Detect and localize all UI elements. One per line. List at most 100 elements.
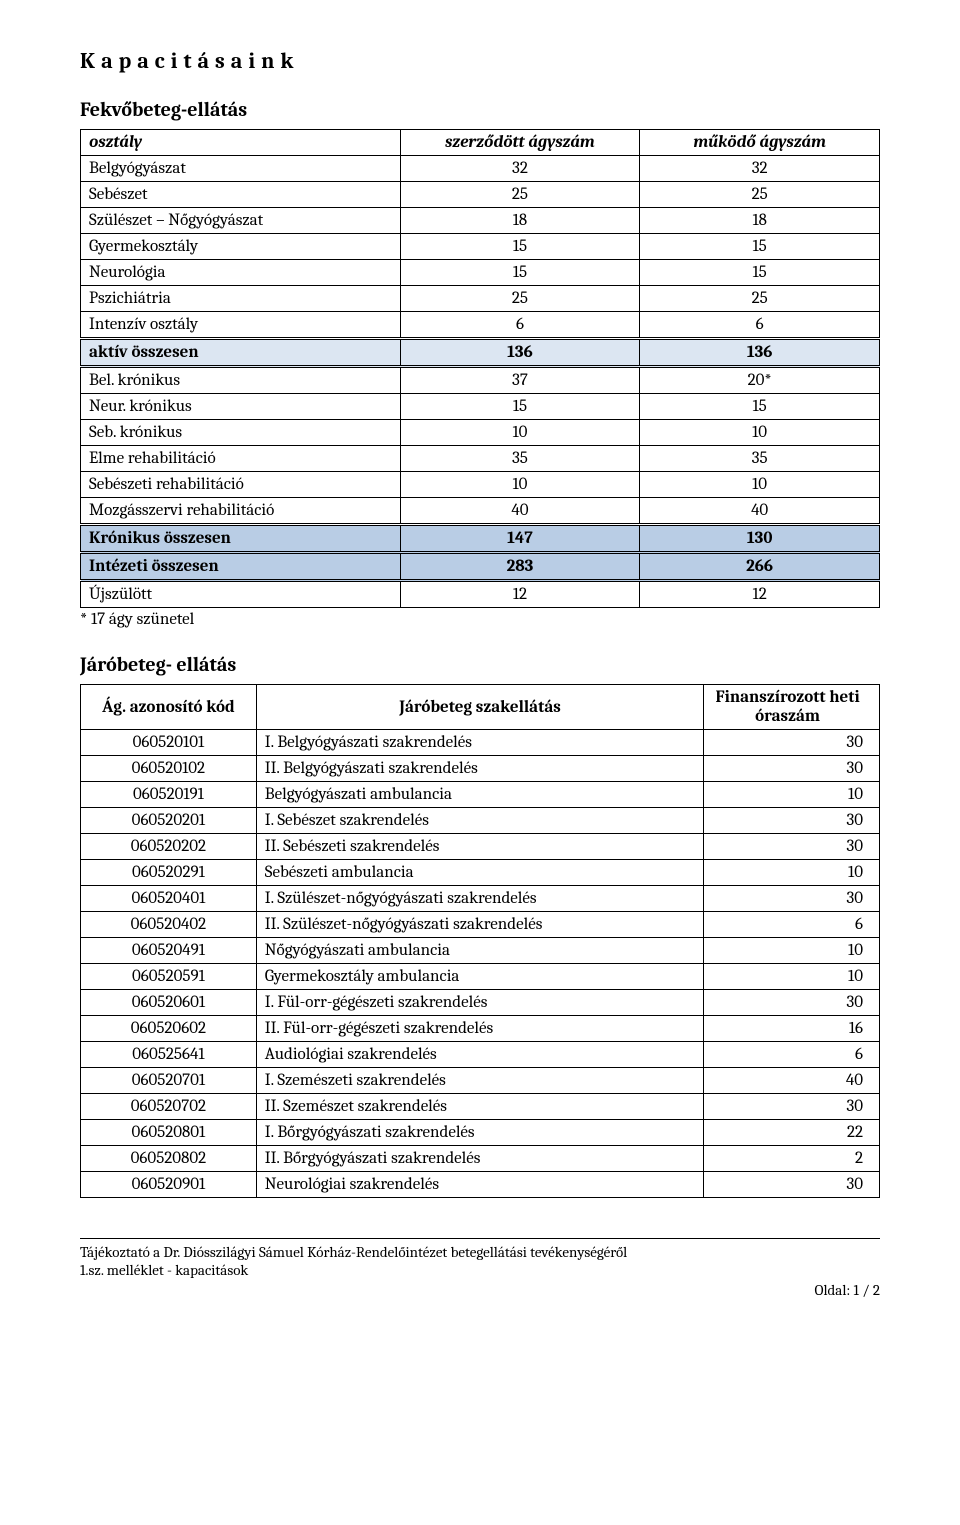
row-service: Belgyógyászati ambulancia [256, 782, 703, 808]
row-service: Gyermekosztály ambulancia [256, 964, 703, 990]
row-val-a: 10 [400, 472, 640, 498]
row-code: 060525641 [81, 1042, 257, 1068]
row-service: Sebészeti ambulancia [256, 860, 703, 886]
table-row: 060520802II. Bőrgyógyászati szakrendelés… [81, 1146, 880, 1172]
row-code: 060520191 [81, 782, 257, 808]
col-service: Járóbeteg szakellátás [256, 685, 703, 730]
row-hours: 10 [704, 938, 880, 964]
table-row: 060520102II. Belgyógyászati szakrendelés… [81, 756, 880, 782]
row-code: 060520901 [81, 1172, 257, 1198]
row-val-a: 25 [400, 286, 640, 312]
row-label: Belgyógyászat [81, 156, 401, 182]
row-code: 060520602 [81, 1016, 257, 1042]
table-row: 060520101I. Belgyógyászati szakrendelés3… [81, 730, 880, 756]
row-val-a: 6 [400, 312, 640, 339]
row-label: Szülészet – Nőgyógyászat [81, 208, 401, 234]
table-row: 060520491Nőgyógyászati ambulancia10 [81, 938, 880, 964]
row-code: 060520402 [81, 912, 257, 938]
row-val-a: 40 [400, 498, 640, 525]
table-row: Sebészeti rehabilitáció1010 [81, 472, 880, 498]
row-hours: 30 [704, 756, 880, 782]
row-service: Nőgyógyászati ambulancia [256, 938, 703, 964]
table-row: aktív összesen136136 [81, 339, 880, 367]
row-val-a: 37 [400, 367, 640, 394]
table-row: Bel. krónikus3720* [81, 367, 880, 394]
row-hours: 30 [704, 1172, 880, 1198]
col-mukodo: működő ágyszám [640, 130, 880, 156]
table-row: Neur. krónikus1515 [81, 394, 880, 420]
table-row: Belgyógyászat3232 [81, 156, 880, 182]
row-val-b: 18 [640, 208, 880, 234]
row-code: 060520401 [81, 886, 257, 912]
table-row: Pszichiátria2525 [81, 286, 880, 312]
row-val-a: 10 [400, 420, 640, 446]
table-row: 060520201I. Sebészet szakrendelés30 [81, 808, 880, 834]
row-hours: 30 [704, 808, 880, 834]
row-label: Krónikus összesen [81, 525, 401, 553]
table-row: Krónikus összesen147130 [81, 525, 880, 553]
row-label: Intenzív osztály [81, 312, 401, 339]
table-row: 060520701I. Szemészeti szakrendelés40 [81, 1068, 880, 1094]
row-code: 060520802 [81, 1146, 257, 1172]
table-row: Sebészet2525 [81, 182, 880, 208]
col-code: Ág. azonosító kód [81, 685, 257, 730]
row-hours: 30 [704, 834, 880, 860]
row-val-b: 136 [640, 339, 880, 367]
row-val-b: 20* [640, 367, 880, 394]
row-val-b: 35 [640, 446, 880, 472]
row-hours: 10 [704, 782, 880, 808]
row-label: Sebészet [81, 182, 401, 208]
table-row: 060520901Neurológiai szakrendelés30 [81, 1172, 880, 1198]
row-service: Audiológiai szakrendelés [256, 1042, 703, 1068]
table-row: Neurológia1515 [81, 260, 880, 286]
row-code: 060520591 [81, 964, 257, 990]
row-code: 060520101 [81, 730, 257, 756]
row-code: 060520202 [81, 834, 257, 860]
row-val-a: 136 [400, 339, 640, 367]
row-val-b: 32 [640, 156, 880, 182]
inpatient-table: osztály szerződött ágyszám működő ágyszá… [80, 129, 880, 608]
row-val-b: 12 [640, 581, 880, 608]
row-val-b: 15 [640, 234, 880, 260]
row-service: I. Szemészeti szakrendelés [256, 1068, 703, 1094]
row-val-b: 25 [640, 182, 880, 208]
page-number: Oldal: 1 / 2 [80, 1281, 880, 1299]
table-row: 060520702II. Szemészet szakrendelés30 [81, 1094, 880, 1120]
row-code: 060520702 [81, 1094, 257, 1120]
row-hours: 6 [704, 1042, 880, 1068]
row-val-b: 15 [640, 260, 880, 286]
row-label: Újszülött [81, 581, 401, 608]
row-service: I. Fül-orr-gégészeti szakrendelés [256, 990, 703, 1016]
table-row: 060520601I. Fül-orr-gégészeti szakrendel… [81, 990, 880, 1016]
row-val-b: 10 [640, 472, 880, 498]
row-label: Sebészeti rehabilitáció [81, 472, 401, 498]
row-val-b: 25 [640, 286, 880, 312]
row-val-a: 12 [400, 581, 640, 608]
footnote: * 17 ágy szünetel [80, 610, 880, 629]
row-label: Pszichiátria [81, 286, 401, 312]
table-row: Seb. krónikus1010 [81, 420, 880, 446]
footer-line2: 1.sz. melléklet - kapacitások [80, 1261, 880, 1279]
row-hours: 30 [704, 1094, 880, 1120]
row-val-b: 266 [640, 553, 880, 581]
row-label: Bel. krónikus [81, 367, 401, 394]
row-val-b: 15 [640, 394, 880, 420]
row-val-a: 147 [400, 525, 640, 553]
row-code: 060520201 [81, 808, 257, 834]
col-hours: Finanszírozott heti óraszám [704, 685, 880, 730]
table-row: 060520202II. Sebészeti szakrendelés30 [81, 834, 880, 860]
table-row: Intenzív osztály66 [81, 312, 880, 339]
row-label: Intézeti összesen [81, 553, 401, 581]
row-hours: 16 [704, 1016, 880, 1042]
row-val-a: 15 [400, 394, 640, 420]
row-service: I. Sebészet szakrendelés [256, 808, 703, 834]
row-service: I. Szülészet-nőgyógyászati szakrendelés [256, 886, 703, 912]
table-row: 060520591Gyermekosztály ambulancia10 [81, 964, 880, 990]
row-code: 060520601 [81, 990, 257, 1016]
row-service: II. Szülészet-nőgyógyászati szakrendelés [256, 912, 703, 938]
row-label: aktív összesen [81, 339, 401, 367]
page-title: Kapacitásaink [80, 48, 880, 74]
section2-title: Járóbeteg- ellátás [80, 653, 880, 676]
section1-title: Fekvőbeteg-ellátás [80, 98, 880, 121]
row-service: Neurológiai szakrendelés [256, 1172, 703, 1198]
